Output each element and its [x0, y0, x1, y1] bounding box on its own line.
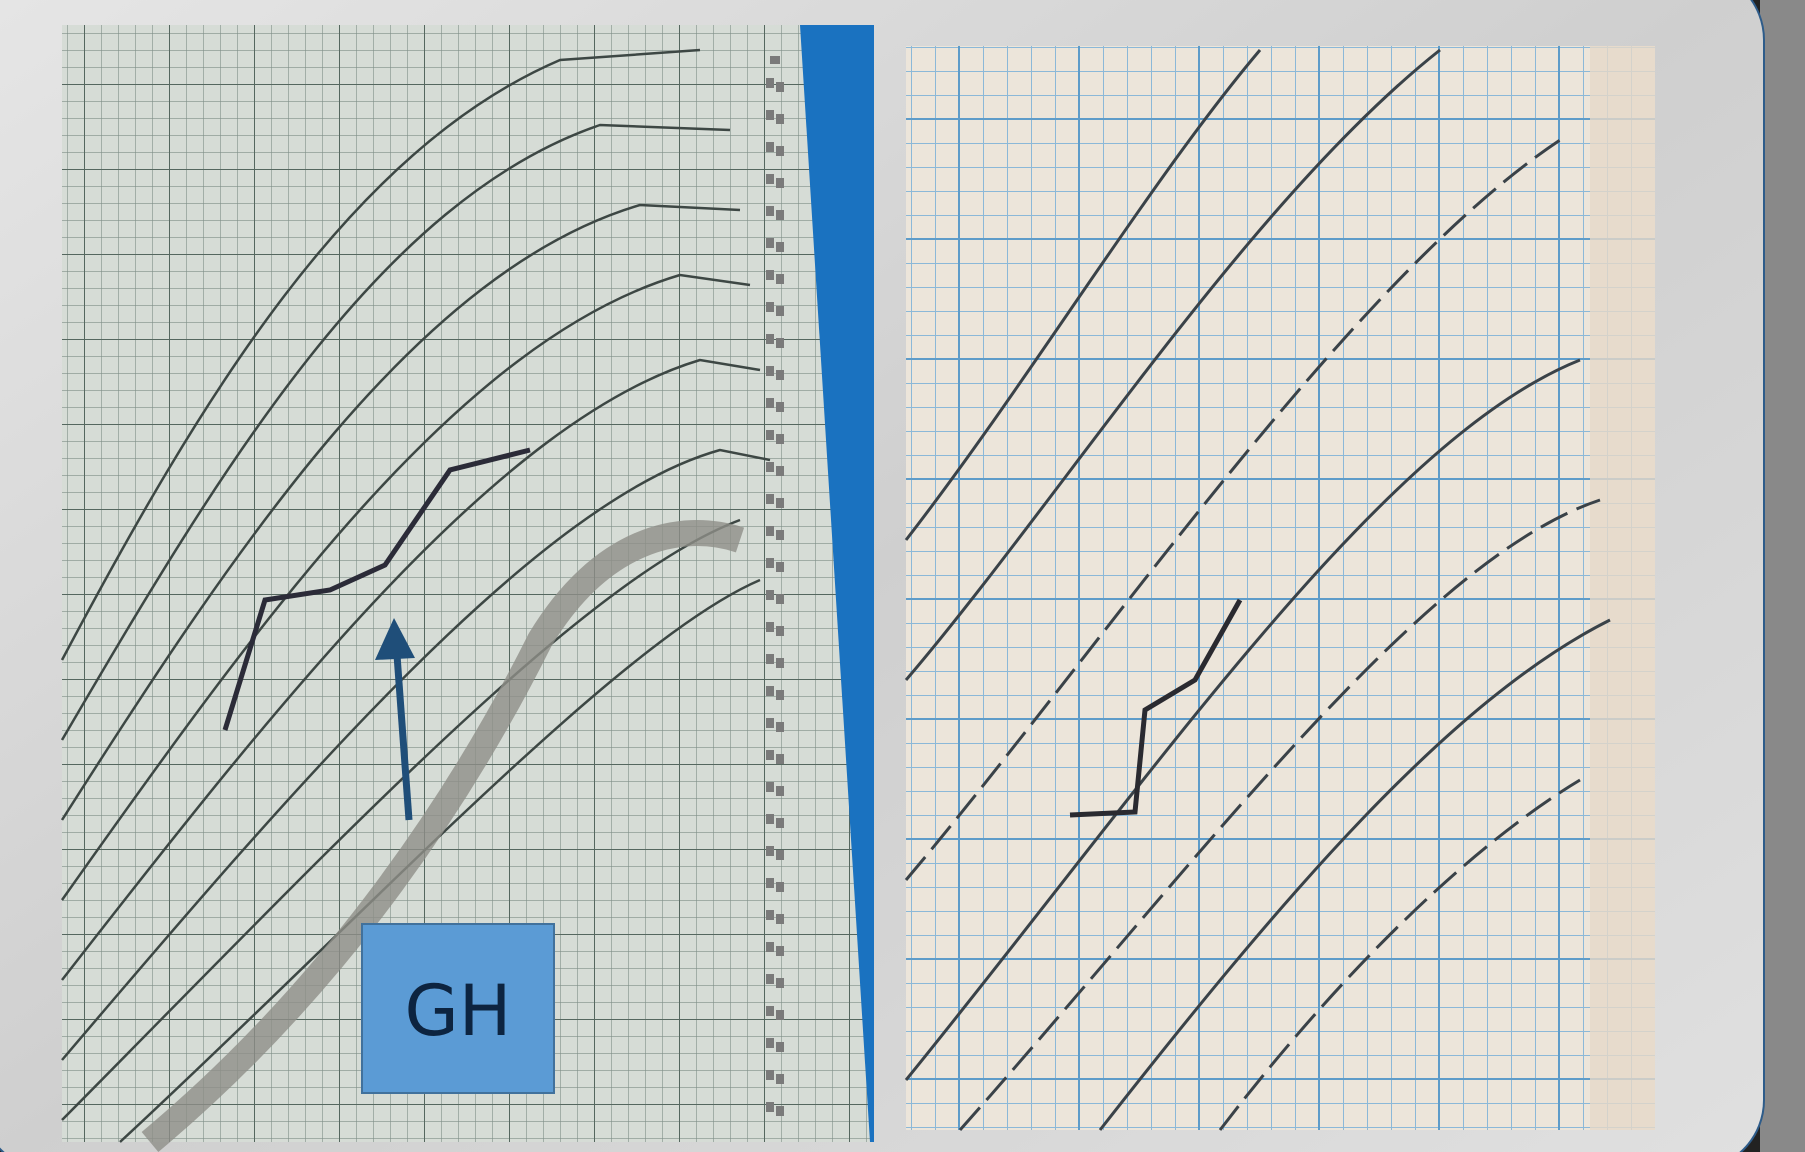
right-photo: [906, 46, 1655, 1130]
label-margin: [1590, 46, 1655, 1130]
edge-texture: [1760, 0, 1805, 1152]
page: GH (() => { const data = JSON.parse(docu…: [0, 0, 1805, 1152]
grid-major: [906, 46, 1655, 1130]
slide: GH: [0, 0, 1805, 1152]
label-text: GH: [405, 970, 512, 1052]
